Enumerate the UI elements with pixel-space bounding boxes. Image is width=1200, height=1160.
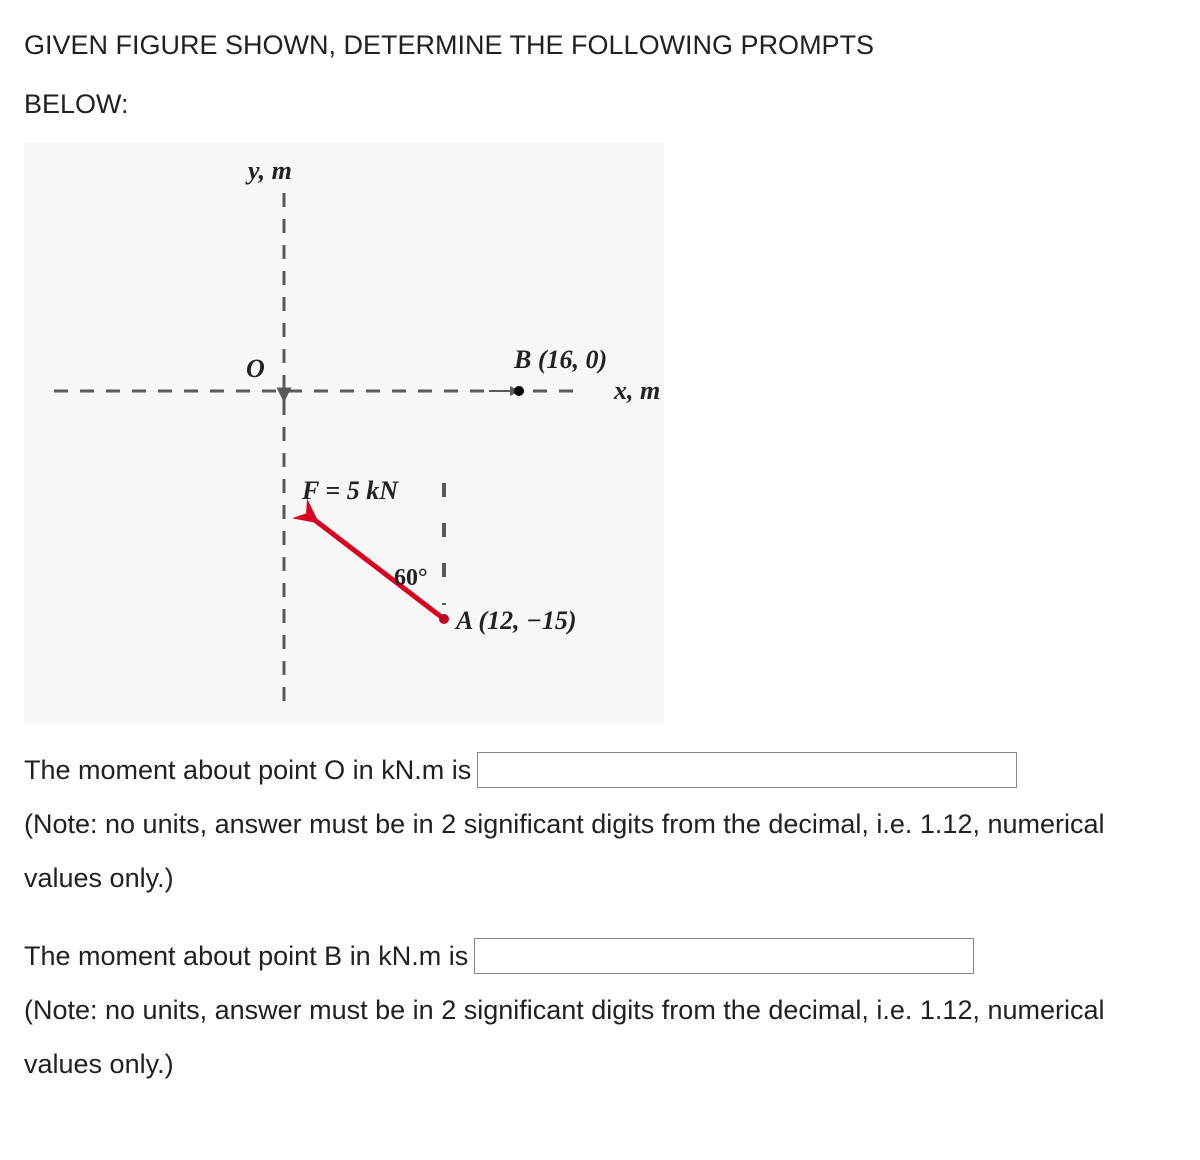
header-line-1: GIVEN FIGURE SHOWN, DETERMINE THE FOLLOW… [24,20,1176,71]
svg-text:O: O [246,354,265,383]
q2-answer-input[interactable] [474,938,974,974]
q1-answer-input[interactable] [477,752,1017,788]
q2-note: (Note: no units, answer must be in 2 sig… [24,983,1176,1091]
figure-svg: y, m x, m O B (16, 0) A (12, −15) F = 5 kN 60° [24,143,664,723]
header-line-2: BELOW: [24,79,1176,130]
question-1: The moment about point O in kN.m is (Not… [24,743,1176,905]
svg-text:B (16, 0): B (16, 0) [513,345,607,374]
svg-text:x, m: x, m [613,376,660,405]
svg-text:60°: 60° [394,565,428,591]
q1-text: The moment about point O in kN.m is [24,743,471,797]
figure-container: y, m x, m O B (16, 0) A (12, −15) F = 5 kN 60° [24,143,664,723]
svg-text:F = 5 kN: F = 5 kN [301,476,399,505]
svg-text:A (12, −15): A (12, −15) [454,606,576,635]
q1-note: (Note: no units, answer must be in 2 sig… [24,797,1176,905]
question-2: The moment about point B in kN.m is (Not… [24,929,1176,1091]
q2-text: The moment about point B in kN.m is [24,929,468,983]
svg-text:y, m: y, m [245,156,292,185]
